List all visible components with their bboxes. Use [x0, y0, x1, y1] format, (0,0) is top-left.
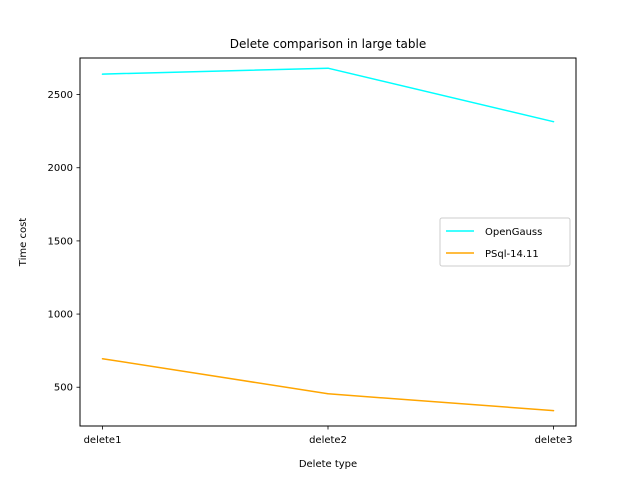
x-axis-label: Delete type [299, 459, 357, 470]
y-tick-label: 500 [54, 383, 73, 394]
series-1-point-3 [552, 120, 555, 123]
series-1-point-2 [327, 67, 329, 69]
legend: OpenGauss PSql-14.11 [439, 217, 571, 267]
series-1-point-1 [101, 73, 104, 75]
y-axis-label: Time cost [18, 218, 29, 267]
legend-box [439, 217, 571, 267]
legend-label-1: OpenGauss [485, 227, 542, 238]
y-tick-label: 1500 [48, 236, 73, 247]
series-layer [101, 67, 555, 412]
x-tick-label: delete2 [309, 435, 347, 446]
y-axis: 500 1000 1500 2000 2500 [48, 90, 80, 394]
x-axis: delete1 delete2 delete3 [84, 426, 573, 446]
x-tick-label: delete3 [535, 435, 573, 446]
x-tick-label: delete1 [84, 435, 122, 446]
legend-label-2: PSql-14.11 [485, 249, 539, 260]
series-2-point-1 [101, 357, 104, 360]
chart-title: Delete comparison in large table [230, 37, 427, 51]
y-tick-label: 2000 [48, 163, 73, 174]
y-tick-label: 2500 [48, 90, 73, 101]
series-2-point-3 [552, 409, 555, 412]
series-2-point-2 [327, 393, 329, 395]
y-tick-label: 1000 [48, 310, 73, 321]
